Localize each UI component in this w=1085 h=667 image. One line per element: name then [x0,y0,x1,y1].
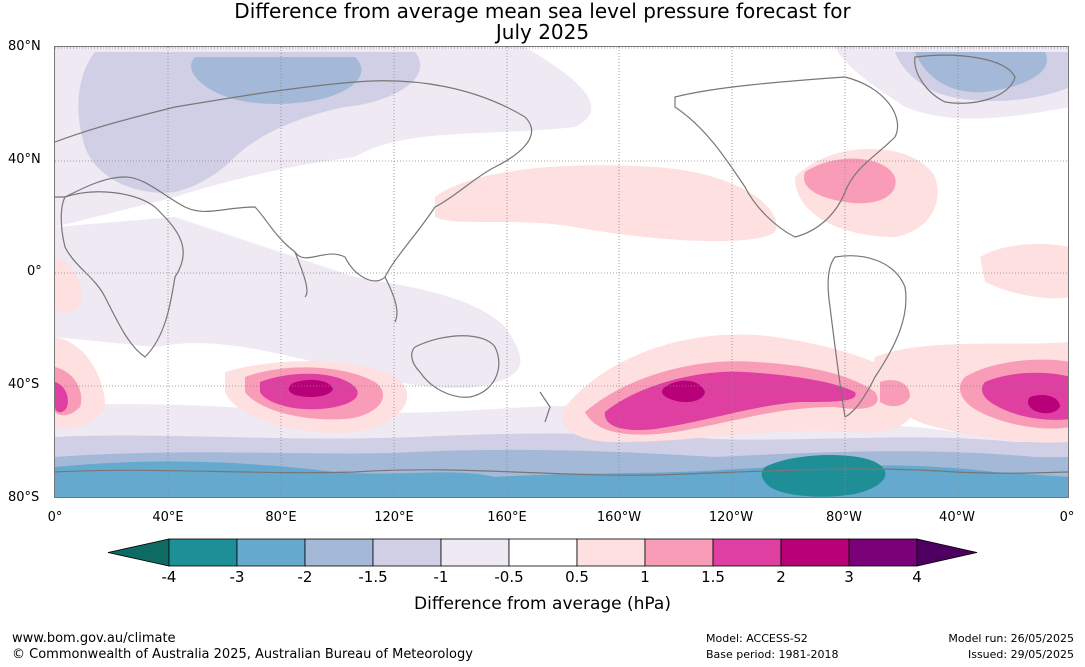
footer-model-run: Model run: 26/05/2025 [948,632,1074,645]
lon-label-160e: 160°E [487,510,527,525]
lon-label-160w: 160°W [596,510,642,525]
colorbar-extend-low [107,538,170,567]
pressure-anomaly-map [54,46,1069,498]
colorbar-bin [372,538,442,567]
footer-url[interactable]: www.bom.gov.au/climate [12,631,176,646]
legend-title: Difference from average (hPa) [414,594,671,614]
colorbar-bin [168,538,238,567]
chart-title-line2: July 2025 [495,20,590,44]
lat-label-0: 0° [27,264,42,279]
lon-label-0-right: 0° [1059,510,1075,525]
colorbar-bin [848,538,918,567]
footer-base-period: Base period: 1981-2018 [706,648,839,661]
legend-label-neg3: -3 [229,568,245,586]
colorbar-bin [712,538,782,567]
legend-label-1: 1 [640,568,650,586]
chart-title-line1: Difference from average mean sea level p… [234,0,851,23]
legend-label-neg1-5: -1.5 [358,568,388,586]
lon-label-40w: 40°W [939,510,975,525]
lon-label-80e: 80°E [265,510,297,525]
lon-label-0-left: 0° [47,510,63,525]
anomaly-positive-3-regions [288,379,1060,414]
colorbar-bin [576,538,646,567]
lon-label-40e: 40°E [152,510,184,525]
footer-model: Model: ACCESS-S2 [706,632,808,645]
legend-label-1-5: 1.5 [701,568,725,586]
lat-label-40s: 40°S [8,377,40,392]
footer-issued: Issued: 29/05/2025 [967,648,1074,661]
colorbar-bin [236,538,306,567]
map-svg [55,47,1068,497]
colorbar-bin [644,538,714,567]
footer-copyright: © Commonwealth of Australia 2025, Austra… [12,647,473,662]
lat-label-40n: 40°N [8,152,41,167]
colorbar-bin [508,538,578,567]
colorbar-bin [440,538,510,567]
legend-label-0-5: 0.5 [565,568,589,586]
colorbar [107,538,978,567]
colorbar-bin [304,538,374,567]
legend-label-2: 2 [776,568,786,586]
legend-label-neg4: -4 [161,568,177,586]
colorbar-extend-high [916,538,978,567]
graticule [55,47,1068,497]
legend-label-neg2: -2 [297,568,313,586]
lat-label-80n: 80°N [8,39,41,54]
anomaly-negative-4-regions [761,455,886,497]
legend-label-3: 3 [844,568,854,586]
lon-label-80w: 80°W [826,510,862,525]
lat-label-80s: 80°S [8,490,40,505]
legend-label-neg0-5: -0.5 [494,568,524,586]
coastlines [55,54,1068,476]
legend-label-neg1: -1 [433,568,449,586]
colorbar-bin [780,538,850,567]
lon-label-120w: 120°W [708,510,754,525]
legend-label-4: 4 [912,568,922,586]
lon-label-120e: 120°E [374,510,414,525]
